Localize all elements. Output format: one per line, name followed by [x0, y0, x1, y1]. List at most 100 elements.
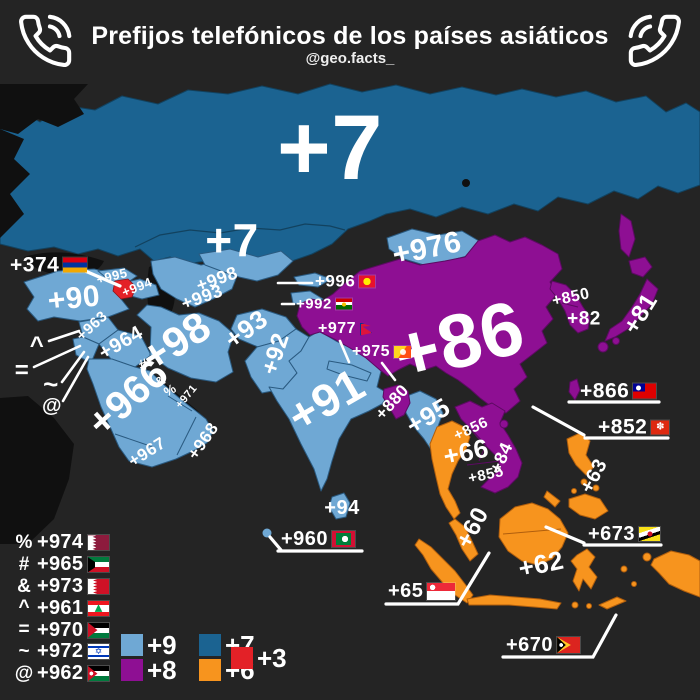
map-label-china: +86 [385, 284, 533, 399]
map-label-myanmar: +95 [400, 391, 456, 441]
legend-row-qatar: % +974 [14, 531, 109, 554]
legend-row-palestine: = +970 [14, 619, 109, 641]
callout-east-timor-code: +670 [506, 634, 554, 656]
map-label-thailand: +66 [440, 432, 492, 472]
hongkong-flag-icon [651, 420, 670, 434]
callout-hong-kong-code: +852 [598, 415, 648, 439]
color-code: +9 [147, 629, 177, 660]
legend-code: +974 [37, 531, 84, 554]
color-swatch [121, 633, 143, 656]
phone-icon [628, 14, 681, 68]
callout-east-timor: +670 [506, 634, 581, 656]
nepal-flag-icon [360, 323, 372, 336]
page-subtitle: @geo.facts_ [305, 50, 395, 67]
map-label-symbol-lebanon: ^ [29, 332, 45, 359]
map-label-mongolia: +976 [389, 225, 465, 272]
legend-code: +970 [37, 618, 84, 641]
legend-symbol: ^ [18, 597, 30, 619]
callout-tajikistan: +992 [296, 297, 352, 312]
legend-symbol: % [15, 531, 33, 553]
map-label-north-korea: +850 [550, 285, 592, 310]
map-label-malaysia: +60 [450, 502, 495, 553]
color-legend-item-7: +7 [199, 632, 277, 658]
maldives-flag-icon [332, 531, 356, 547]
legend-row-lebanon: ^ +961 [14, 597, 109, 619]
color-legend-item-8: +8 [121, 654, 199, 685]
map-label-cambodia: +855 [466, 462, 506, 488]
map-label-pakistan: +92 [256, 329, 295, 379]
israel-flag-icon [88, 644, 109, 660]
easttimor-flag-icon [557, 637, 581, 653]
map-label-philippines: +63 [575, 455, 613, 497]
qatar-flag-icon [88, 535, 109, 551]
callout-kyrgyzstan-code: +996 [315, 271, 356, 291]
legend-code: +965 [37, 553, 84, 576]
jordan-flag-icon [88, 666, 109, 682]
map-label-yemen: +967 [124, 433, 170, 471]
legend-code: +961 [37, 596, 84, 619]
armenia-flag-icon [63, 257, 88, 273]
callout-kyrgyzstan: +996 [315, 271, 376, 291]
callout-singapore-code: +65 [388, 580, 424, 602]
map-label-sri-lanka: +94 [324, 497, 360, 519]
singapore-flag-icon [427, 582, 456, 600]
map-label-symbol-palestine: = [14, 357, 30, 384]
color-swatch [231, 647, 253, 669]
legend-code: +962 [37, 662, 84, 685]
map-label-symbol-israel: ~ [43, 369, 59, 399]
kyrgyzstan-flag-icon [359, 275, 376, 287]
map-label-uae: +971 [173, 382, 200, 411]
map-label-kazakhstan: +7 [205, 214, 259, 266]
legend-symbol: @ [14, 662, 34, 684]
map-label-russia: +7 [277, 97, 383, 199]
callout-nepal-code: +977 [318, 320, 357, 337]
map-label-indonesia: +62 [515, 544, 567, 584]
map-label-japan: +81 [617, 288, 664, 339]
callout-tajikistan-code: +992 [296, 295, 332, 313]
callout-singapore: +65 [388, 580, 456, 602]
phone-icon [19, 14, 72, 68]
color-swatch [121, 658, 143, 681]
taiwan-flag-icon [633, 383, 657, 399]
callout-brunei: +673 [588, 523, 661, 545]
legend-row-jordan: @ +962 [14, 662, 109, 685]
brunei-flag-icon [639, 527, 661, 541]
callout-nepal: +977 [318, 321, 372, 337]
callout-armenia-code: +374 [10, 253, 60, 277]
legend-code: +973 [37, 575, 84, 597]
callout-taiwan: +866 [580, 379, 657, 403]
legend-symbol: & [17, 575, 31, 597]
bhutan-flag-icon [394, 346, 412, 358]
bahrain-flag-icon [88, 578, 109, 594]
color-code: +8 [147, 654, 177, 685]
callout-maldives: +960 [281, 529, 356, 549]
lebanon-flag-icon [88, 600, 109, 616]
callout-taiwan-code: +866 [580, 379, 630, 403]
legend-row-bahrain: & +973 [14, 575, 109, 598]
symbol-legend: %+974#+965&+973^+961=+970~+972@+962 [14, 531, 109, 685]
callout-bhutan-code: +975 [352, 343, 391, 360]
color-legend-item-3: +3 [231, 645, 287, 671]
legend-symbol: = [18, 619, 30, 641]
callout-hong-kong: +852 [598, 415, 670, 439]
palestine-flag-icon [88, 622, 109, 638]
legend-row-israel: ~ +972 [14, 640, 109, 663]
kuwait-flag-icon [88, 557, 109, 573]
map-label-india: +91 [278, 357, 374, 443]
legend-symbol: ~ [18, 640, 30, 662]
map-label-saudi-arabia: +966 [79, 350, 177, 446]
page-title: Prefijos telefónicos de los países asiát… [91, 22, 609, 50]
map-label-symbol-jordan: @ [41, 395, 63, 417]
legend-code: +972 [37, 640, 84, 663]
callout-armenia: +374 [10, 253, 88, 277]
color-legend: +9 +7 +8 +6 +3 [121, 629, 287, 685]
legend-symbol: # [18, 553, 30, 575]
map-label-oman: +968 [183, 419, 223, 463]
callout-brunei-code: +673 [588, 523, 636, 545]
color-legend-item-9: +9 [121, 629, 199, 660]
color-swatch [199, 658, 221, 681]
legend-row-kuwait: # +965 [14, 553, 109, 576]
color-code: +3 [257, 643, 287, 673]
